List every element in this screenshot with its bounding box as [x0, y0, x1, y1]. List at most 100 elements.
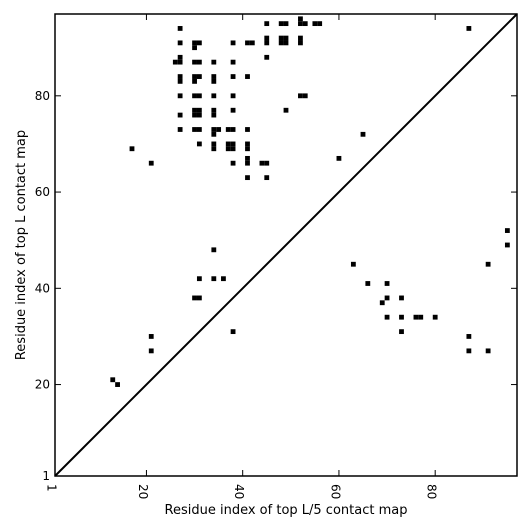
contact-point: [211, 59, 217, 65]
contact-point: [192, 93, 197, 99]
contact-point: [298, 35, 303, 41]
contact-point: [177, 54, 183, 60]
contact-point: [384, 295, 390, 301]
contact-point: [192, 59, 197, 65]
contact-point: [196, 295, 202, 301]
contact-point: [418, 314, 424, 320]
contact-point: [245, 141, 250, 147]
y-tick-label: 80: [35, 89, 50, 103]
contact-point: [230, 74, 236, 79]
plot-frame: [54, 13, 518, 477]
contact-point: [211, 276, 217, 282]
contact-point: [177, 78, 183, 84]
y-tick-label: 1: [42, 469, 50, 483]
contact-point: [211, 74, 217, 79]
contact-point: [196, 127, 202, 132]
contact-point: [283, 21, 289, 27]
x-axis: 1 20 40 60 80: [45, 14, 439, 499]
contact-point: [317, 21, 323, 27]
contact-point: [196, 141, 202, 147]
contact-point: [230, 40, 236, 46]
contact-point: [466, 26, 472, 31]
contact-point: [230, 146, 236, 152]
contact-point: [148, 334, 154, 339]
contact-point: [196, 107, 202, 113]
contact-point: [192, 107, 197, 113]
contact-point: [211, 141, 217, 147]
contact-point: [211, 93, 217, 99]
contact-point: [245, 175, 250, 181]
contact-point: [211, 127, 217, 132]
contact-point: [365, 281, 371, 286]
contact-point: [211, 78, 217, 84]
contact-point: [196, 276, 202, 282]
contact-point: [283, 107, 289, 113]
x-tick-label: 1: [45, 484, 59, 492]
contact-point: [192, 295, 197, 301]
contact-point: [264, 160, 270, 166]
contact-point: [379, 300, 385, 306]
contact-point: [264, 21, 270, 27]
contact-point: [192, 74, 197, 79]
contact-point: [211, 146, 217, 152]
contact-point: [230, 107, 236, 113]
contact-point: [264, 35, 270, 41]
contact-point: [312, 21, 318, 27]
contact-point: [177, 93, 183, 99]
contact-point: [115, 382, 120, 387]
contact-point: [504, 242, 510, 248]
contact-point: [230, 160, 236, 166]
contact-point: [177, 127, 183, 132]
contact-point: [230, 59, 236, 65]
contact-point: [196, 74, 202, 79]
contact-point: [196, 40, 202, 46]
contact-point: [399, 295, 404, 301]
contact-point: [211, 247, 217, 253]
contact-point: [278, 35, 284, 41]
contact-point: [245, 40, 250, 46]
contact-point: [110, 377, 116, 383]
contact-point: [485, 348, 491, 354]
contact-point: [129, 146, 135, 152]
contact-point: [302, 21, 308, 27]
contact-point: [211, 112, 217, 118]
contact-point: [177, 26, 183, 31]
contact-point: [298, 16, 303, 22]
diagonal-line: [54, 13, 518, 477]
contact-point: [466, 334, 472, 339]
contact-point: [298, 21, 303, 27]
contact-point: [177, 40, 183, 46]
contact-point: [264, 175, 270, 181]
contact-point: [298, 40, 303, 46]
contact-point: [302, 93, 308, 99]
contact-point: [384, 314, 390, 320]
contact-point: [283, 40, 289, 46]
contact-point: [283, 35, 289, 41]
y-tick-label: 20: [35, 378, 50, 392]
contact-point: [245, 160, 250, 166]
contact-point: [177, 112, 183, 118]
x-tick-label: 20: [136, 484, 150, 499]
contact-point: [177, 74, 183, 79]
contact-point: [192, 45, 197, 51]
y-tick-label: 60: [35, 185, 50, 199]
contact-point: [148, 348, 154, 354]
contact-point: [211, 131, 217, 137]
contact-point: [264, 54, 270, 60]
y-axis: 1 20 40 60 80: [35, 89, 517, 483]
contact-point: [230, 329, 236, 335]
contact-point: [278, 40, 284, 46]
contact-point: [413, 314, 419, 320]
contact-point: [225, 146, 231, 152]
contact-point: [172, 59, 178, 65]
contact-point: [278, 21, 284, 27]
contact-point: [249, 40, 255, 46]
contact-point: [432, 314, 438, 320]
contact-point: [504, 228, 510, 233]
contact-point: [216, 127, 222, 132]
contact-point: [211, 107, 217, 113]
contact-point: [466, 348, 472, 354]
contact-point: [230, 93, 236, 99]
x-axis-label: Residue index of top L/5 contact map: [165, 503, 408, 518]
